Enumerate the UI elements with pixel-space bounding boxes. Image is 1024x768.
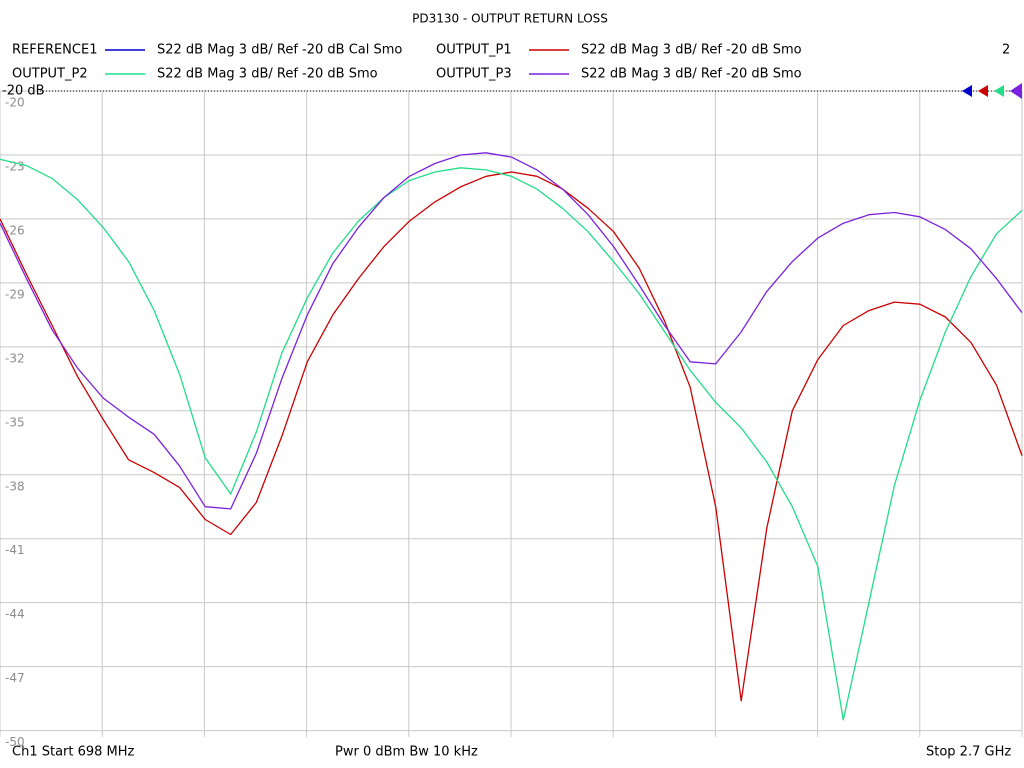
legend-name: OUTPUT_P1 [436, 43, 512, 58]
ref-marker [978, 85, 988, 97]
annotation: 2 [1002, 43, 1010, 58]
legend-description: S22 dB Mag 3 dB/ Ref -20 dB Smo [581, 67, 802, 82]
footer-stop: Stop 2.7 GHz [926, 745, 1011, 760]
ref-marker [994, 85, 1004, 97]
legend-description: S22 dB Mag 3 dB/ Ref -20 dB Cal Smo [157, 43, 402, 58]
y-tick-label: -50 [5, 735, 25, 749]
trace-line [0, 158, 1023, 721]
y-tick-label: -26 [5, 223, 25, 237]
trace-line [0, 171, 1023, 702]
y-tick-label: -38 [5, 479, 25, 493]
y-tick-label: -35 [5, 415, 25, 429]
y-tick-label: -47 [5, 671, 25, 685]
ref-marker [1010, 83, 1022, 99]
reference-label: -20 dB [2, 84, 45, 99]
y-tick-label: -23 [5, 159, 25, 173]
y-tick-label: -20 [5, 96, 25, 110]
legend-description: S22 dB Mag 3 dB/ Ref -20 dB Smo [581, 43, 802, 58]
legend-description: S22 dB Mag 3 dB/ Ref -20 dB Smo [157, 67, 378, 82]
y-tick-label: -44 [5, 607, 25, 621]
traces [0, 152, 1023, 721]
ref-marker [962, 85, 972, 97]
chart-title: PD3130 - OUTPUT RETURN LOSS [412, 12, 608, 26]
footer-power: Pwr 0 dBm Bw 10 kHz [335, 745, 478, 760]
y-tick-label: -29 [5, 287, 25, 301]
footer-start: Ch1 Start 698 MHz [12, 745, 135, 760]
grid: -20 -23 -26 -29 -32 -35 -38 -41 -44 -47 -50 -20 dB [0, 84, 1023, 749]
legend: REFERENCE1 S22 dB Mag 3 dB/ Ref -20 dB Ca… [12, 43, 1022, 99]
y-tick-label: -41 [5, 543, 25, 557]
legend-name: OUTPUT_P2 [12, 67, 88, 82]
legend-name: REFERENCE1 [12, 43, 97, 58]
y-tick-label: -32 [5, 351, 25, 365]
legend-name: OUTPUT_P3 [436, 67, 512, 82]
trace-line [0, 152, 1023, 510]
